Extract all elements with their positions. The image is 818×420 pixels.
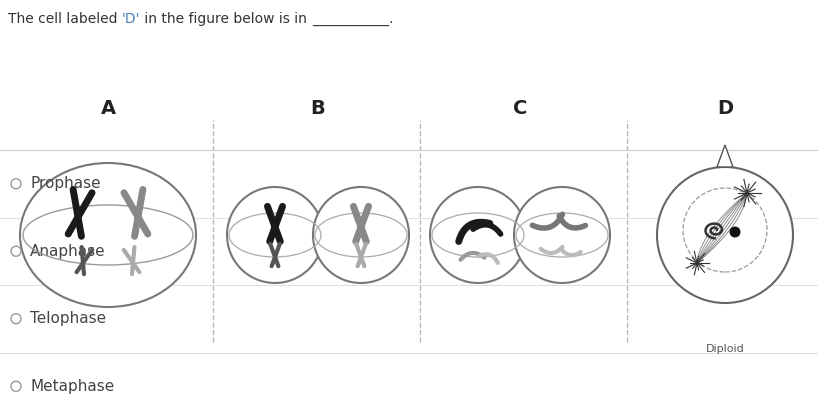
Circle shape <box>514 187 610 283</box>
Text: D: D <box>717 99 733 118</box>
Circle shape <box>730 226 740 237</box>
Circle shape <box>227 187 323 283</box>
Text: C: C <box>513 99 527 118</box>
Text: in the figure below is in: in the figure below is in <box>141 12 312 26</box>
Circle shape <box>313 187 409 283</box>
Text: Diploid: Diploid <box>706 344 744 354</box>
Text: B: B <box>311 99 326 118</box>
Text: Anaphase: Anaphase <box>30 244 106 259</box>
Circle shape <box>657 167 793 303</box>
Circle shape <box>11 246 21 256</box>
Polygon shape <box>717 145 733 167</box>
Circle shape <box>11 381 21 391</box>
Text: 'D': 'D' <box>122 12 141 26</box>
Circle shape <box>430 187 526 283</box>
Text: The cell labeled: The cell labeled <box>8 12 122 26</box>
Text: ___________.: ___________. <box>312 12 393 26</box>
Text: Metaphase: Metaphase <box>30 379 115 394</box>
Text: A: A <box>101 99 115 118</box>
Circle shape <box>11 179 21 189</box>
Text: Telophase: Telophase <box>30 311 106 326</box>
Ellipse shape <box>20 163 196 307</box>
Text: Prophase: Prophase <box>30 176 101 191</box>
Circle shape <box>11 314 21 324</box>
